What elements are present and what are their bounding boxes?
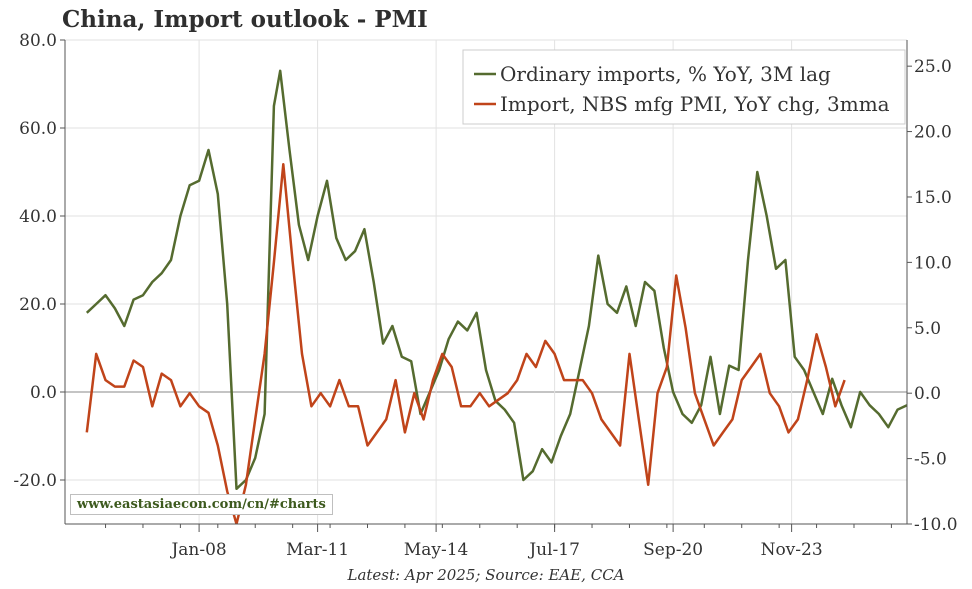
y-left-tick-label: 80.0 [19,31,57,51]
x-tick-label: Jul-17 [527,540,580,560]
legend-box [462,49,906,125]
x-tick-label: Jan-08 [169,540,226,560]
legend-label-import-pmi: Import, NBS mfg PMI, YoY chg, 3mma [500,92,890,116]
chart-title: China, Import outlook - PMI [62,6,428,33]
y-right-tick-label: 0.0 [914,384,941,404]
series-line-ordinary-imports [85,69,907,491]
x-tick-label: May-14 [404,540,469,560]
website-watermark: www.eastasiaecon.com/cn/#charts [70,494,333,515]
y-right-tick-label: 20.0 [914,123,952,143]
x-tick-label: Nov-23 [761,540,823,560]
y-left-tick-label: 40.0 [19,207,57,227]
x-tick-label: Sep-20 [643,540,703,560]
source-note: Latest: Apr 2025; Source: EAE, CCA [347,566,625,584]
y-right-tick-label: -10.0 [914,515,958,535]
y-left-tick-label: -20.0 [13,471,57,491]
y-right-tick-label: 5.0 [914,319,941,339]
legend-label-ordinary-imports: Ordinary imports, % YoY, 3M lag [500,62,831,86]
legend: Ordinary imports, % YoY, 3M lag Import, … [462,49,906,125]
y-right-tick-label: 25.0 [914,57,952,77]
axis-layer: -20.0 0.0 20.0 40.0 60.0 80.0 -10.0 -5.0 0.0 5.0 1… [13,31,957,560]
series-layer [85,69,907,524]
series-clip-group [85,69,907,524]
grid-layer [65,39,907,524]
y-right-tick-label: -5.0 [914,450,947,470]
y-right-tick-label: 10.0 [914,253,952,273]
x-tick-label: Mar-11 [286,540,349,560]
y-left-tick-label: 60.0 [19,119,57,139]
y-right-tick-label: 15.0 [914,188,952,208]
y-left-tick-label: 0.0 [30,383,57,403]
y-left-tick-label: 20.0 [19,295,57,315]
series-line-import-pmi [85,163,846,524]
